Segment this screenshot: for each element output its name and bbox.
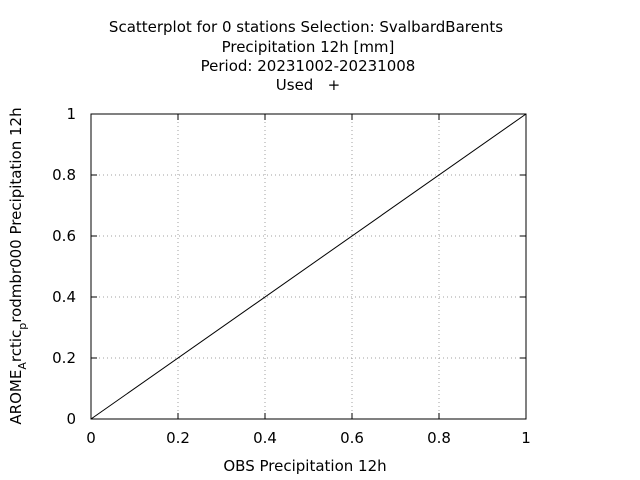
- y-label-part-3: rodmbr000 Precipitation 12h: [7, 107, 25, 322]
- x-axis-label: OBS Precipitation 12h: [223, 457, 386, 475]
- x-tick-label: 0.6: [340, 429, 364, 447]
- y-label-sub-1: A: [16, 362, 29, 370]
- plot-border: [90, 113, 527, 420]
- y-tick-label: 0.2: [52, 349, 76, 367]
- y-tick-label: 0.4: [52, 288, 76, 306]
- title-line-3: Period: 20231002-20231008: [201, 57, 416, 75]
- y-tick-label: 0: [66, 410, 76, 428]
- x-tick-label: 0.8: [427, 429, 451, 447]
- reference-line-group: [90, 113, 527, 420]
- identity-line: [90, 113, 527, 420]
- y-axis-label: AROMEArcticprodmbr000 Precipitation 12h: [7, 107, 29, 424]
- y-tick-label: 0.6: [52, 227, 76, 245]
- y-label-sub-2: p: [16, 323, 29, 330]
- y-tick-label: 0.8: [52, 166, 76, 184]
- x-tick-labels: 0 0.2 0.4 0.6 0.8 1: [86, 429, 531, 447]
- y-label-part-2: rctic: [7, 330, 25, 362]
- y-label-part-1: AROME: [7, 370, 25, 425]
- x-tick-label: 0.2: [166, 429, 190, 447]
- plot-frame: [90, 113, 527, 420]
- y-tick-label: 1: [66, 105, 76, 123]
- title-line-4: Used +: [276, 76, 340, 94]
- x-tick-label: 0: [86, 429, 96, 447]
- y-tick-labels: 0 0.2 0.4 0.6 0.8 1: [52, 105, 76, 428]
- grid-lines: [91, 114, 526, 419]
- title-line-1: Scatterplot for 0 stations Selection: Sv…: [109, 18, 503, 36]
- x-tick-label: 0.4: [253, 429, 277, 447]
- title-line-2: Precipitation 12h [mm]: [222, 38, 395, 56]
- x-tick-label: 1: [521, 429, 531, 447]
- chart-title: Scatterplot for 0 stations Selection: Sv…: [109, 18, 503, 94]
